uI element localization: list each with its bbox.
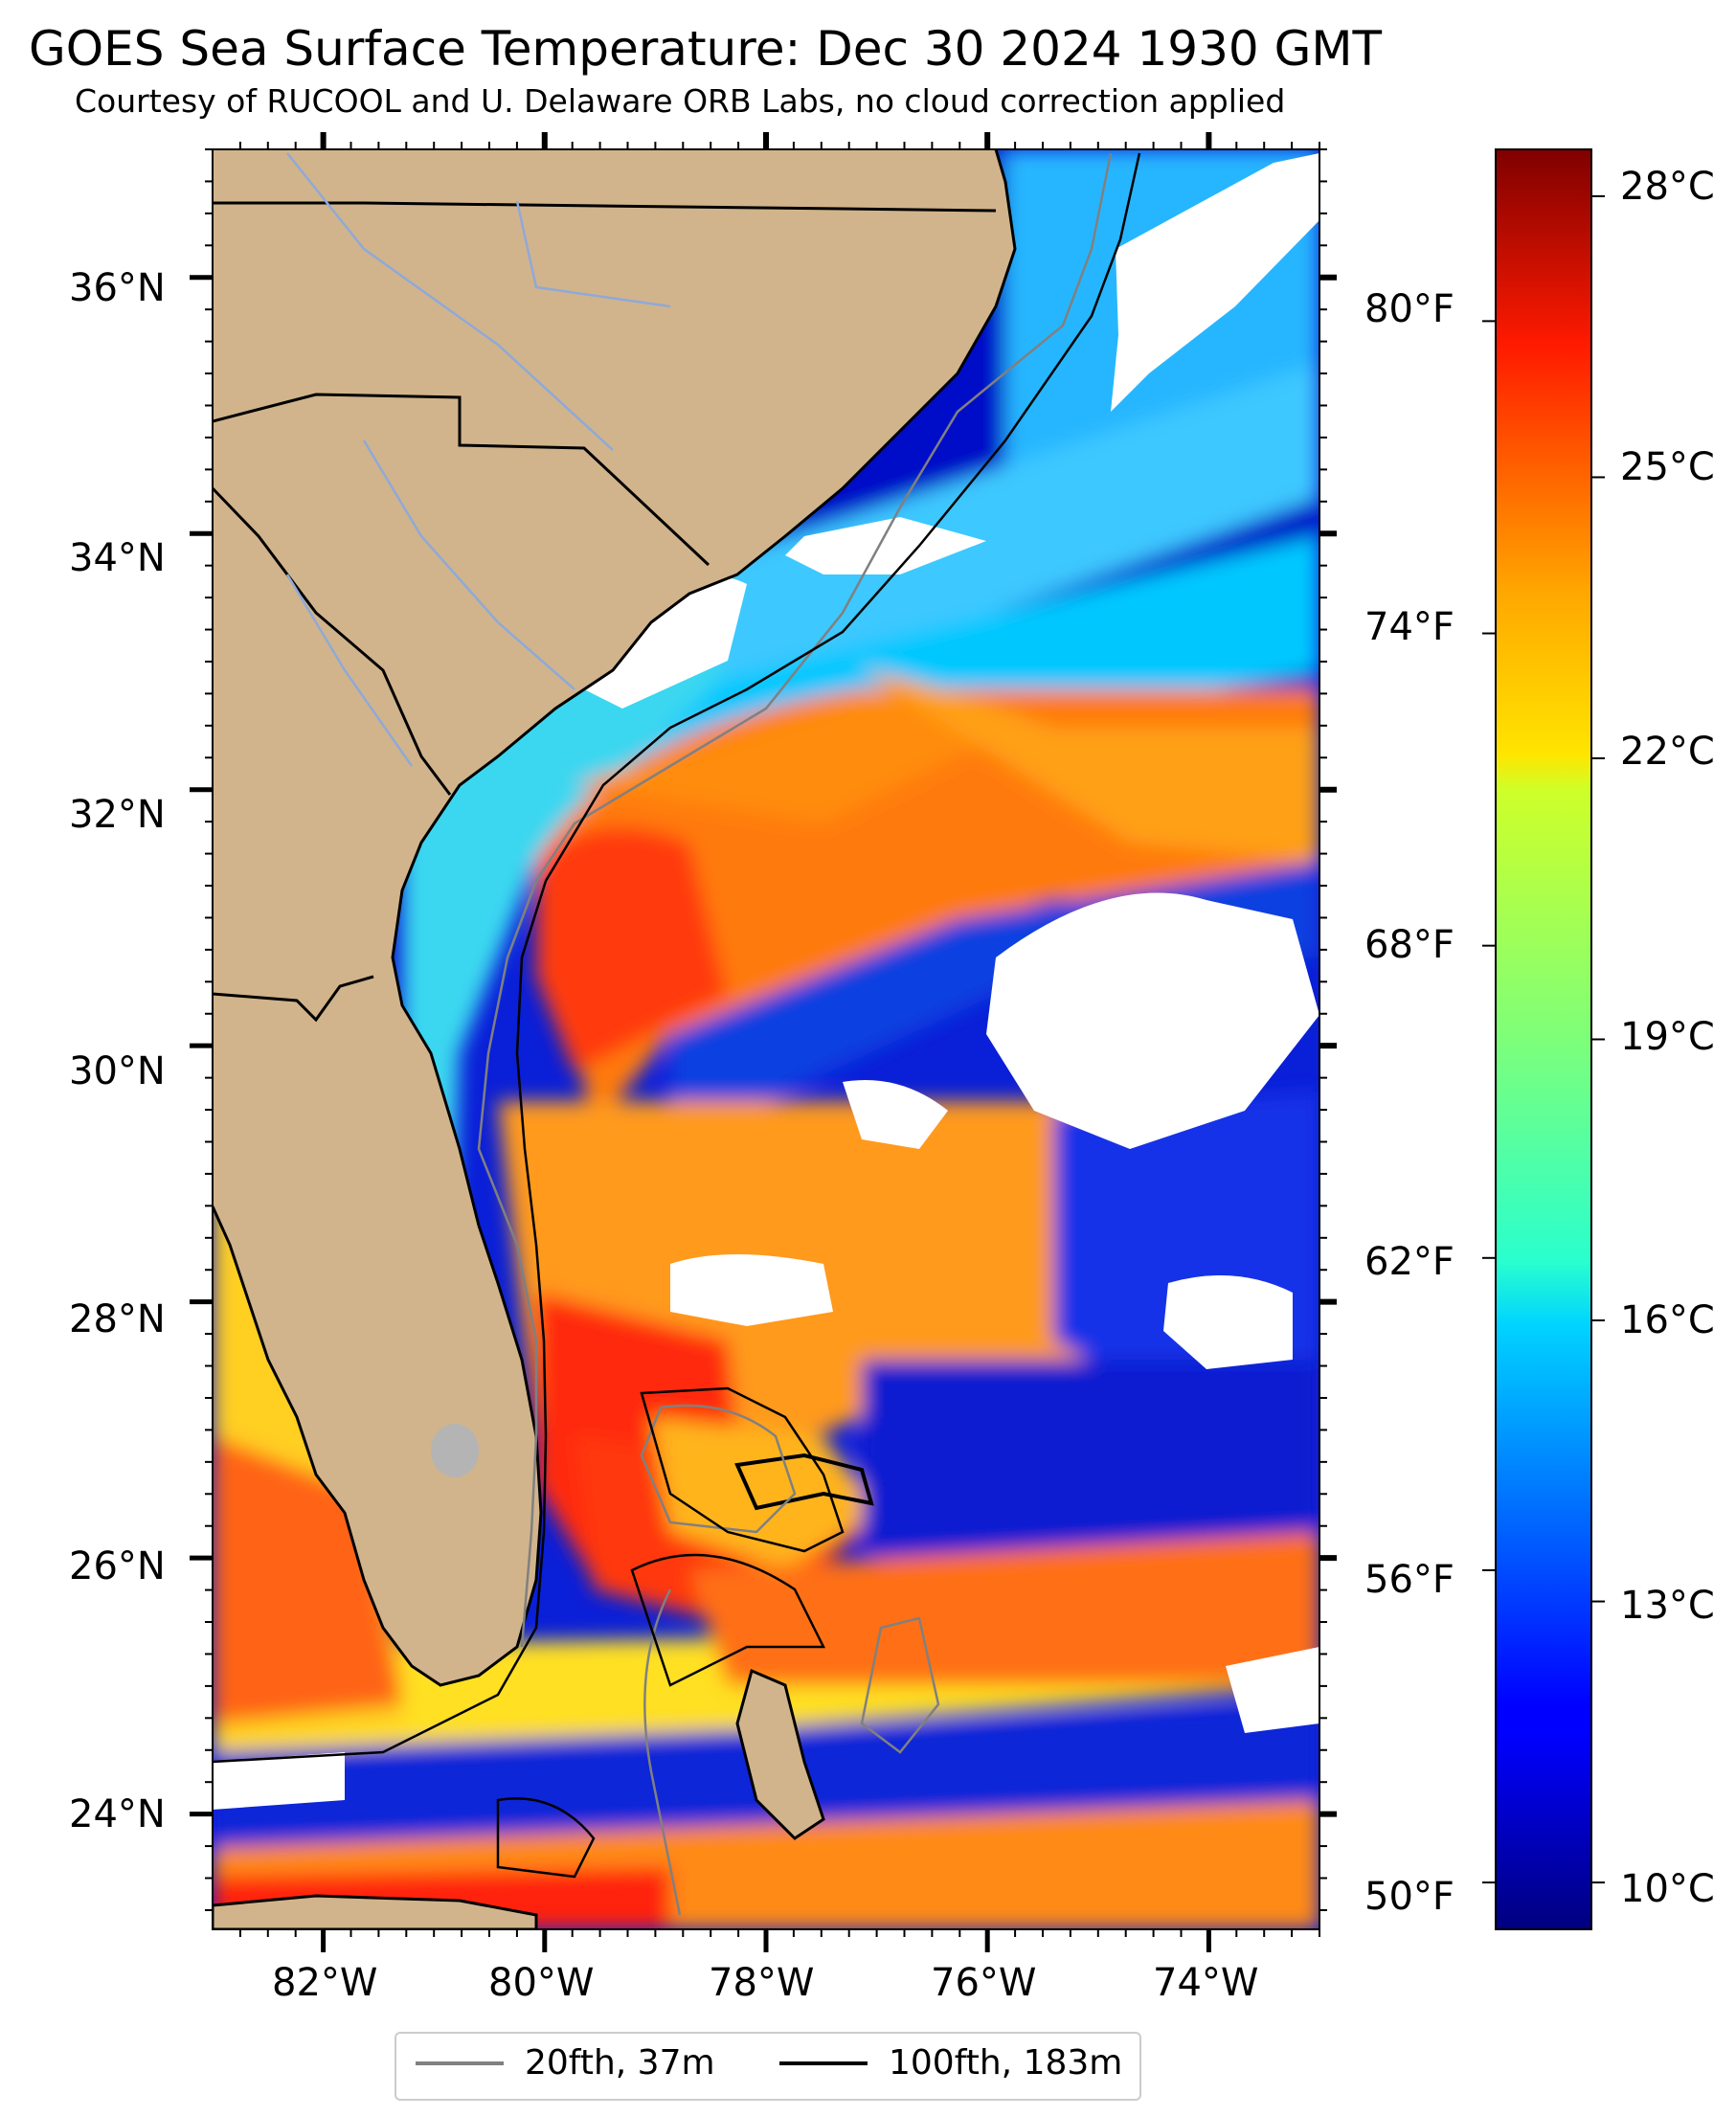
- map-ticks: [190, 132, 1337, 1952]
- colorbar: [1495, 148, 1592, 1930]
- legend-swatch-gray: [416, 2061, 504, 2065]
- colorbar-ticks: [1482, 194, 1605, 1884]
- lon-label-74: 74°W: [1153, 1961, 1259, 2005]
- cbar-label-10: 10°C: [1620, 1867, 1715, 1911]
- lat-label-28: 28°N: [69, 1297, 166, 1341]
- lat-label-24: 24°N: [69, 1792, 166, 1836]
- legend-item-20fth: 20fth, 37m: [416, 2043, 715, 2083]
- legend-swatch-black: [779, 2061, 868, 2065]
- isobath-100fth: [213, 152, 1141, 1879]
- lat-label-26: 26°N: [69, 1544, 166, 1588]
- f-label-74: 74°F: [1364, 605, 1454, 649]
- lon-label-82: 82°W: [272, 1961, 378, 2005]
- cloud-masks: [213, 153, 1319, 1810]
- f-label-50: 50°F: [1364, 1875, 1454, 1919]
- f-label-56: 56°F: [1364, 1558, 1454, 1602]
- lat-label-34: 34°N: [69, 536, 166, 580]
- cbar-label-28: 28°C: [1620, 165, 1715, 209]
- lat-label-30: 30°N: [69, 1049, 166, 1093]
- lat-label-36: 36°N: [69, 266, 166, 310]
- cbar-label-22: 22°C: [1620, 730, 1715, 774]
- f-label-80: 80°F: [1364, 287, 1454, 331]
- lon-label-78: 78°W: [709, 1961, 815, 2005]
- cbar-label-16: 16°C: [1620, 1298, 1715, 1342]
- map-subtitle: Courtesy of RUCOOL and U. Delaware ORB L…: [75, 82, 1286, 120]
- lon-label-76: 76°W: [931, 1961, 1037, 2005]
- isobath-legend: 20fth, 37m 100fth, 183m: [395, 2032, 1141, 2101]
- legend-item-100fth: 100fth, 183m: [779, 2043, 1122, 2083]
- land: [213, 149, 1017, 1929]
- cbar-label-13: 13°C: [1620, 1584, 1715, 1628]
- legend-label-100fth: 100fth, 183m: [889, 2043, 1123, 2083]
- cbar-label-19: 19°C: [1620, 1015, 1715, 1059]
- legend-label-20fth: 20fth, 37m: [525, 2043, 715, 2083]
- lat-label-32: 32°N: [69, 793, 166, 837]
- sst-field: [213, 149, 1319, 1929]
- lon-label-80: 80°W: [488, 1961, 595, 2005]
- isobath-20fth: [477, 152, 1113, 1916]
- f-label-68: 68°F: [1364, 923, 1454, 967]
- cbar-label-25: 25°C: [1620, 445, 1715, 489]
- f-label-62: 62°F: [1364, 1240, 1454, 1284]
